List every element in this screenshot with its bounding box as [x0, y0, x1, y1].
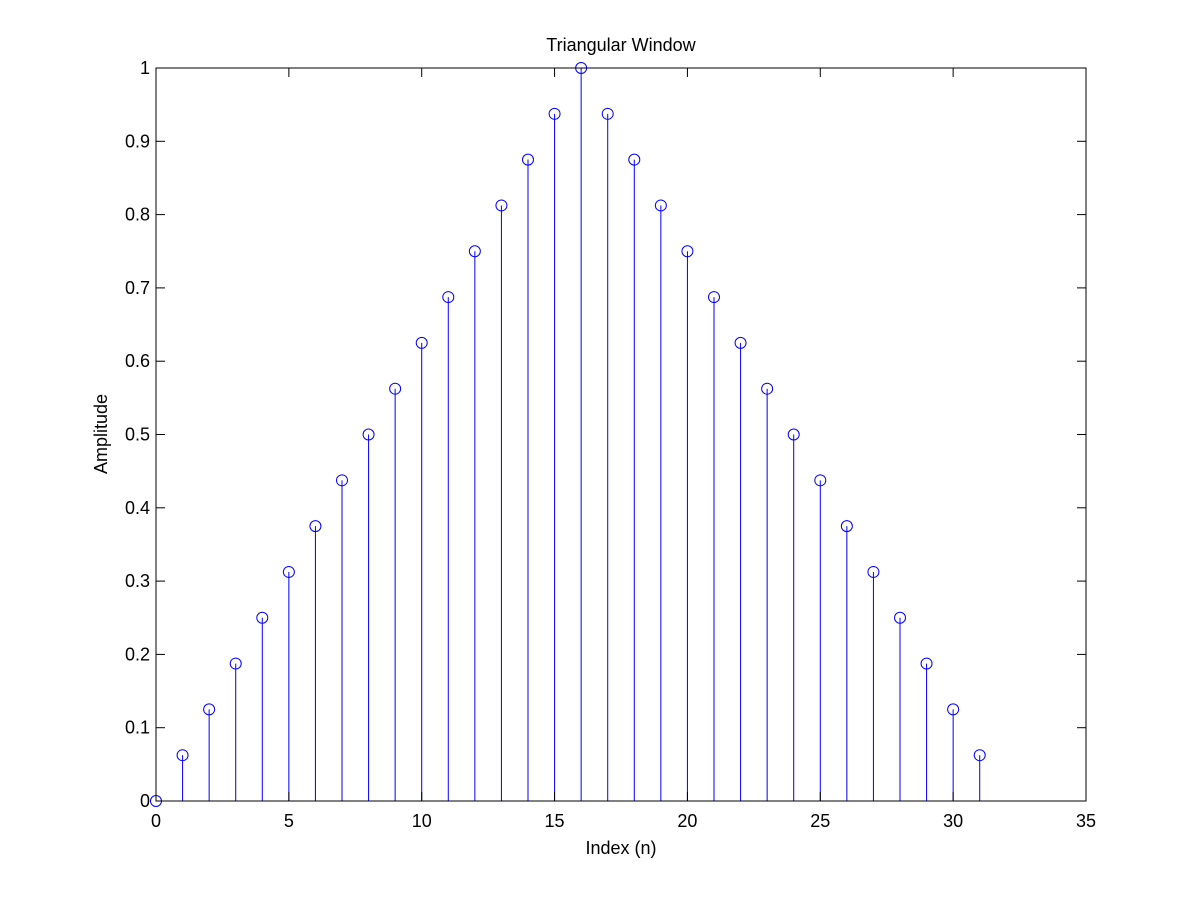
x-tick-label: 10 [412, 811, 432, 831]
stem-marker [734, 336, 747, 349]
stem-marker [256, 611, 269, 624]
stem-marker [548, 107, 561, 120]
stem-marker [947, 703, 960, 716]
axes-frame [155, 67, 1087, 802]
y-tick-label: 0.4 [125, 498, 150, 518]
x-tick-labels: 0 5 10 15 20 25 30 35 [151, 811, 1096, 831]
x-tick-label: 5 [284, 811, 294, 831]
stem-marker [495, 199, 508, 212]
x-tick-label: 15 [545, 811, 565, 831]
y-axis-label: Amplitude [91, 394, 111, 474]
y-tick-label: 0.7 [125, 278, 150, 298]
stem-marker [362, 428, 375, 441]
x-tick-label: 25 [810, 811, 830, 831]
stem-marker [708, 291, 720, 304]
x-axis-label: Index (n) [585, 838, 656, 858]
stem-series [150, 62, 986, 807]
stem-marker [229, 657, 242, 670]
y-tick-label: 0.5 [125, 425, 150, 445]
y-tick-label: 1 [140, 58, 150, 78]
stem-marker [282, 565, 295, 578]
y-tick-label: 0 [140, 791, 150, 811]
y-tick-label: 0.2 [125, 644, 150, 664]
stem-marker [309, 520, 322, 533]
stem-marker [522, 153, 534, 166]
stem-marker [442, 291, 455, 304]
x-tick-label: 30 [943, 811, 963, 831]
stem-marker [389, 382, 402, 395]
axis-ticks [155, 67, 1087, 802]
stem-marker [203, 703, 216, 716]
stem-marker [814, 474, 827, 487]
stem-marker [468, 245, 481, 258]
y-tick-label: 0.3 [125, 571, 150, 591]
stem-marker [415, 336, 428, 349]
stem-marker [761, 382, 774, 395]
stem-marker [840, 520, 853, 533]
x-tick-label: 20 [677, 811, 697, 831]
y-tick-labels: 0 0.1 0.2 0.3 0.4 0.5 0.6 0.7 0.8 0.9 1 [125, 58, 150, 811]
stem-marker [336, 474, 348, 487]
x-tick-label: 35 [1076, 811, 1096, 831]
stem-marker [681, 245, 694, 258]
y-tick-label: 0.1 [125, 718, 150, 738]
x-tick-label: 0 [151, 811, 161, 831]
stem-marker [894, 611, 906, 624]
y-tick-label: 0.9 [125, 131, 150, 151]
chart-title: Triangular Window [546, 35, 696, 55]
stem-marker [601, 107, 614, 120]
y-tick-label: 0.6 [125, 351, 150, 371]
stem-marker [176, 749, 189, 762]
stem-marker [654, 199, 667, 212]
stem-marker [867, 565, 880, 578]
stem-marker [920, 657, 933, 670]
stem-marker [787, 428, 800, 441]
stem-marker [628, 153, 641, 166]
stem-marker [973, 749, 986, 762]
y-tick-label: 0.8 [125, 205, 150, 225]
